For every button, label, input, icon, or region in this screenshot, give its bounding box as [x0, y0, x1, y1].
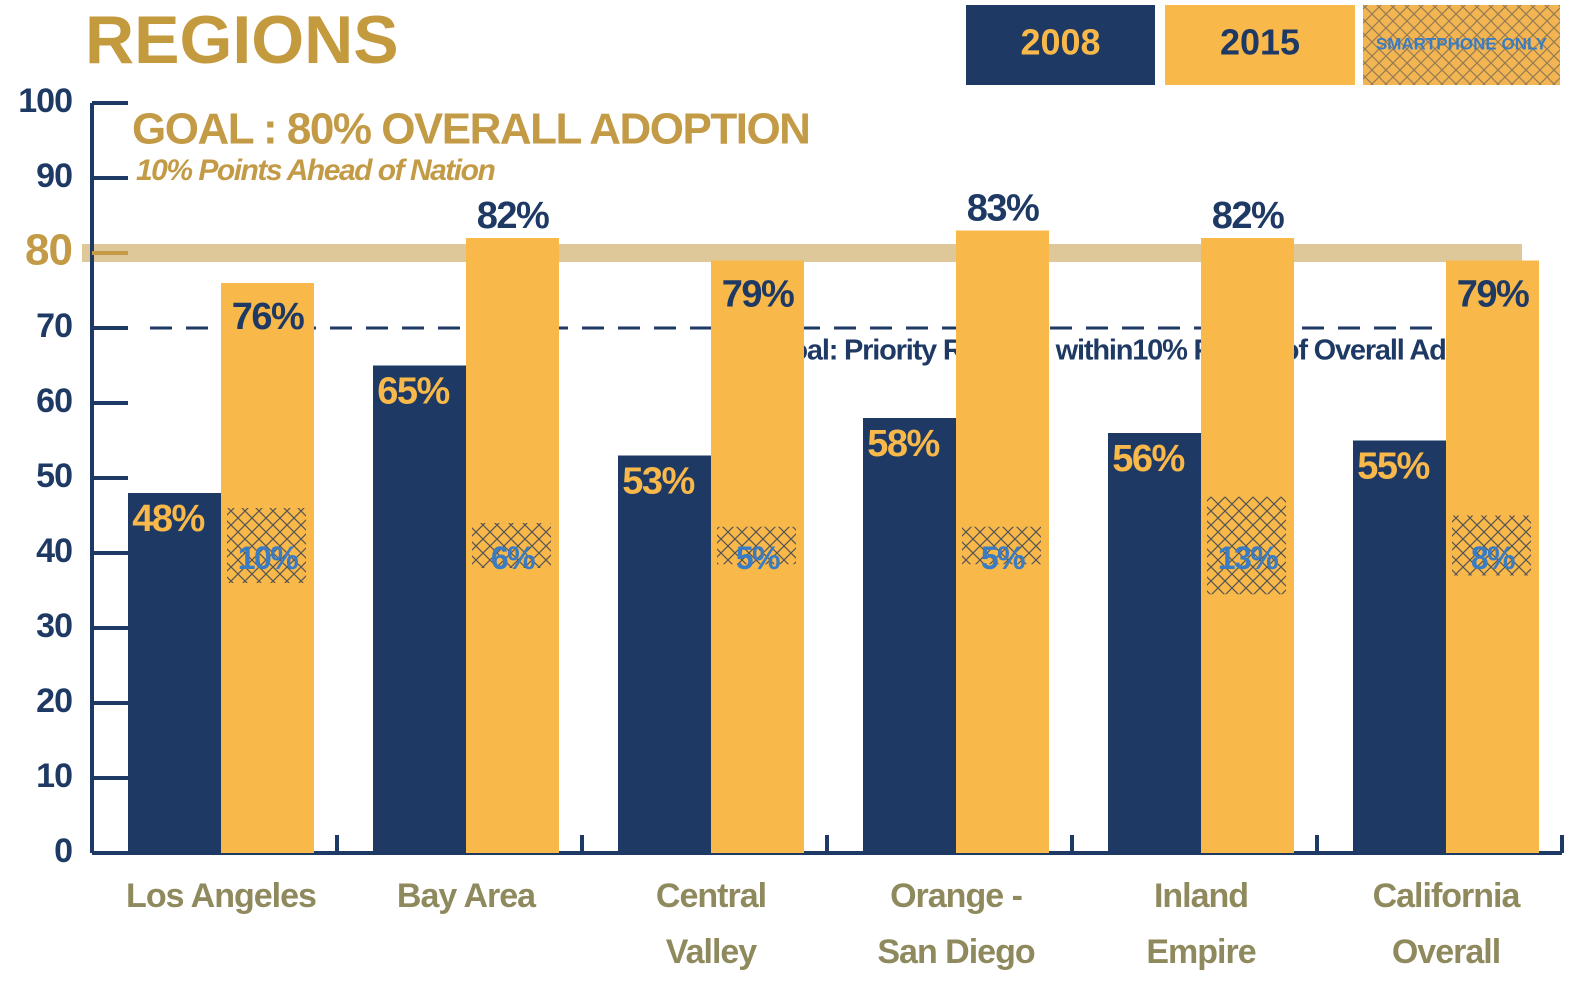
- x-tick-label: Central Valley: [655, 877, 767, 971]
- data-label: 82%: [1212, 195, 1284, 237]
- smartphone-box: [717, 526, 796, 565]
- goal-sublabel: 10% Points Ahead of Nation: [136, 154, 495, 187]
- x-tick-label: Orange - San Diego: [877, 877, 1035, 971]
- x-tick-label-box: Los Angeles: [126, 877, 317, 915]
- smartphone-box: [227, 508, 306, 583]
- y-tick-label: 60: [36, 382, 72, 420]
- bar: [373, 365, 466, 853]
- y-tick-label: 100: [18, 82, 72, 120]
- y-tick-label: 80: [25, 226, 72, 275]
- legend-label: SMARTPHONE ONLY: [1376, 34, 1548, 53]
- x-tick-label-box: Bay Area: [396, 877, 536, 915]
- y-tick-label: 70: [36, 307, 72, 345]
- smartphone-box: [1452, 515, 1531, 576]
- bar: [1353, 440, 1446, 853]
- bar: [863, 418, 956, 853]
- data-label: 55%: [1357, 446, 1429, 488]
- data-label: 56%: [1112, 438, 1184, 480]
- x-tick-label: Los Angeles: [126, 877, 317, 915]
- bar: [128, 493, 221, 853]
- x-tick-label-box: Orange - San Diego: [877, 877, 1035, 971]
- data-label: 83%: [967, 188, 1039, 230]
- smartphone-label: 10%: [238, 540, 299, 576]
- legend-label: 2015: [1220, 22, 1300, 63]
- goal-band: [82, 244, 1522, 262]
- smartphone-label: 5%: [981, 540, 1025, 576]
- y-tick-label: 90: [36, 157, 72, 195]
- legend-label: 2008: [1020, 22, 1100, 63]
- smartphone-label: 8%: [1471, 540, 1515, 576]
- y-tick-label: 0: [54, 832, 72, 870]
- x-tick-label-box: Central Valley: [655, 877, 767, 971]
- goal-label: GOAL : 80% OVERALL ADOPTION: [132, 105, 809, 154]
- x-tick-label: California Overall: [1372, 877, 1521, 971]
- x-tick-label-box: Inland Empire: [1146, 877, 1256, 971]
- data-label: 53%: [622, 461, 694, 503]
- smartphone-label: 6%: [491, 540, 535, 576]
- x-tick-label: Inland Empire: [1146, 877, 1256, 971]
- smartphone-label: 5%: [736, 540, 780, 576]
- y-tick-label: 50: [36, 457, 72, 495]
- smartphone-box: [962, 526, 1041, 565]
- data-label: 79%: [1457, 274, 1529, 316]
- legend-swatch: [1165, 5, 1355, 85]
- legend-hatch: [1363, 5, 1560, 85]
- data-label: 82%: [477, 195, 549, 237]
- y-tick-label: 20: [36, 682, 72, 720]
- data-label: 79%: [722, 274, 794, 316]
- chart-title: REGIONS: [85, 2, 399, 78]
- y-tick-label: 40: [36, 532, 72, 570]
- legend-swatch: [966, 5, 1155, 85]
- y-tick-label: 30: [36, 607, 72, 645]
- smartphone-box: [472, 523, 551, 568]
- bar: [1108, 433, 1201, 853]
- smartphone-label: 13%: [1218, 540, 1279, 576]
- y-tick-label: 10: [36, 757, 72, 795]
- data-label: 48%: [132, 498, 204, 540]
- data-label: 65%: [377, 371, 449, 413]
- smartphone-box: [1207, 496, 1286, 595]
- data-label: 76%: [232, 296, 304, 338]
- x-tick-label: Bay Area: [396, 877, 536, 915]
- bar: [618, 455, 711, 853]
- goal-line-label: Goal: Priority Regions within10% Points …: [769, 335, 1527, 367]
- x-tick-label-box: California Overall: [1372, 877, 1521, 971]
- data-label: 58%: [867, 423, 939, 465]
